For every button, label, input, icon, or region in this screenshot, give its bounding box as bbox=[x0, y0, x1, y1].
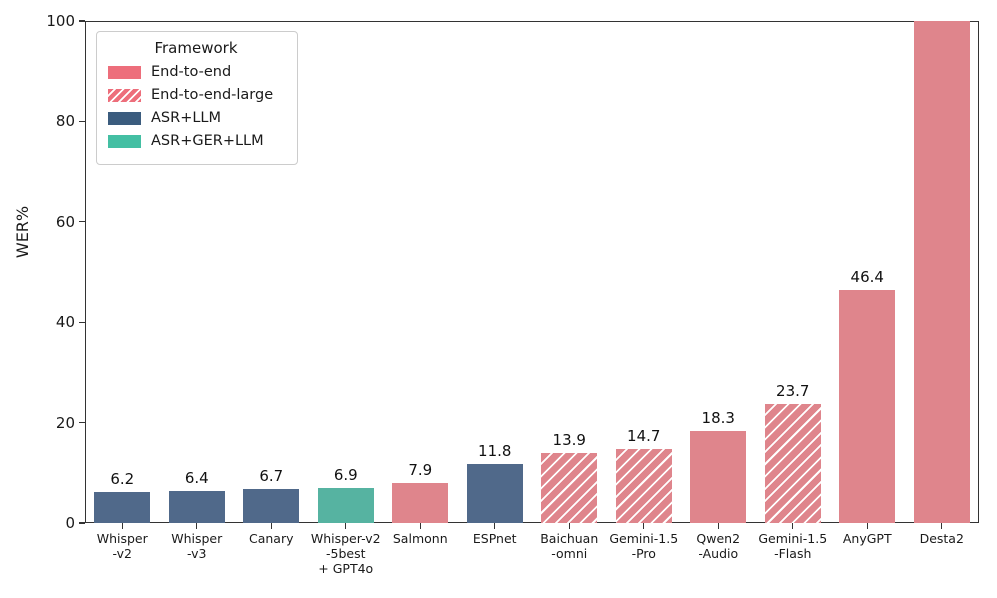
x-axis-tick bbox=[345, 523, 347, 529]
x-tick-label: ESPnet bbox=[472, 531, 517, 546]
y-axis-tick bbox=[79, 120, 85, 123]
legend-entries: End-to-end End-to-end-large ASR+LLM ASR+GER… bbox=[108, 64, 284, 150]
bar bbox=[94, 491, 151, 523]
bar bbox=[615, 449, 672, 523]
y-tick-label: 80 bbox=[55, 112, 75, 131]
y-tick-label: 20 bbox=[55, 413, 75, 432]
legend-swatch bbox=[108, 135, 141, 148]
y-axis-label: WER% bbox=[13, 205, 32, 259]
x-axis-tick bbox=[494, 523, 496, 529]
x-tick-label: Baichuan -omni bbox=[540, 531, 599, 561]
bar bbox=[839, 290, 896, 523]
legend-entry-label: End-to-end-large bbox=[151, 87, 274, 103]
y-axis-tick bbox=[79, 321, 85, 323]
bar-value-label: 6.4 bbox=[184, 468, 209, 487]
bar-value-label: 23.7 bbox=[776, 382, 810, 401]
x-tick-label: Gemini-1.5 -Pro bbox=[609, 531, 679, 561]
y-axis-tick bbox=[79, 522, 85, 524]
x-axis-tick bbox=[270, 523, 272, 529]
bar-value-label: 11.8 bbox=[478, 441, 512, 460]
x-tick-label: Desta2 bbox=[919, 531, 964, 546]
bar-value-label: 13.9 bbox=[552, 431, 586, 450]
x-tick-label: Whisper -v3 bbox=[171, 531, 223, 561]
x-axis-tick bbox=[717, 523, 719, 529]
x-axis-tick bbox=[941, 523, 943, 529]
x-tick-label: Qwen2 -Audio bbox=[696, 531, 741, 561]
legend-entry: End-to-end-large bbox=[108, 87, 284, 104]
x-tick-label: Gemini-1.5 -Flash bbox=[758, 531, 828, 561]
bar bbox=[168, 490, 225, 523]
legend-swatch bbox=[108, 89, 141, 102]
x-tick-label: Canary bbox=[248, 531, 294, 546]
y-axis-tick bbox=[79, 20, 85, 22]
y-tick-label: 0 bbox=[65, 514, 75, 532]
bar-value-label: 18.3 bbox=[701, 409, 735, 428]
bar-value-label: 6.9 bbox=[333, 466, 358, 485]
bar bbox=[541, 453, 598, 523]
x-tick-label: AnyGPT bbox=[842, 531, 892, 546]
legend-entry-label: ASR+LLM bbox=[151, 110, 222, 126]
bar bbox=[392, 483, 449, 523]
bar-value-label: 14.7 bbox=[627, 427, 661, 446]
legend-swatch bbox=[108, 112, 141, 125]
y-tick-label: 40 bbox=[55, 313, 75, 332]
y-axis-tick bbox=[79, 221, 85, 223]
x-tick-label: Salmonn bbox=[392, 531, 448, 546]
y-tick-label: 60 bbox=[55, 212, 75, 231]
legend-entry: End-to-end bbox=[108, 64, 284, 81]
x-tick-label: Whisper -v2 bbox=[96, 531, 148, 561]
legend-title: Framework bbox=[154, 39, 238, 57]
bar-value-label: 6.2 bbox=[110, 469, 135, 488]
bar bbox=[913, 21, 970, 523]
x-tick-label: Whisper-v2 -5best + GPT4o bbox=[310, 531, 381, 576]
legend-entry: ASR+GER+LLM bbox=[108, 133, 284, 150]
legend-entry-label: ASR+GER+LLM bbox=[151, 133, 264, 149]
x-axis-tick bbox=[196, 523, 198, 529]
x-axis-tick bbox=[568, 523, 570, 529]
bar bbox=[690, 431, 747, 523]
y-axis-tick bbox=[79, 421, 85, 424]
bar-value-label: 6.7 bbox=[259, 467, 284, 486]
legend: Framework End-to-end End-to-end-large ASR+… bbox=[96, 31, 298, 165]
legend-swatch bbox=[108, 66, 141, 79]
x-axis-tick bbox=[792, 523, 794, 529]
y-tick-label: 100 bbox=[46, 12, 75, 30]
bar-value-label: 7.9 bbox=[408, 461, 433, 480]
bar bbox=[243, 489, 300, 523]
legend-entry-label: End-to-end bbox=[151, 64, 232, 80]
x-axis-tick bbox=[643, 523, 645, 529]
bar-value-label: 46.4 bbox=[850, 268, 884, 287]
bar bbox=[764, 404, 821, 523]
x-axis-tick bbox=[121, 523, 123, 529]
x-axis-tick bbox=[419, 523, 421, 529]
bar bbox=[317, 488, 374, 523]
x-axis-tick bbox=[866, 523, 868, 529]
legend-entry: ASR+LLM bbox=[108, 110, 284, 127]
bar bbox=[466, 463, 523, 523]
